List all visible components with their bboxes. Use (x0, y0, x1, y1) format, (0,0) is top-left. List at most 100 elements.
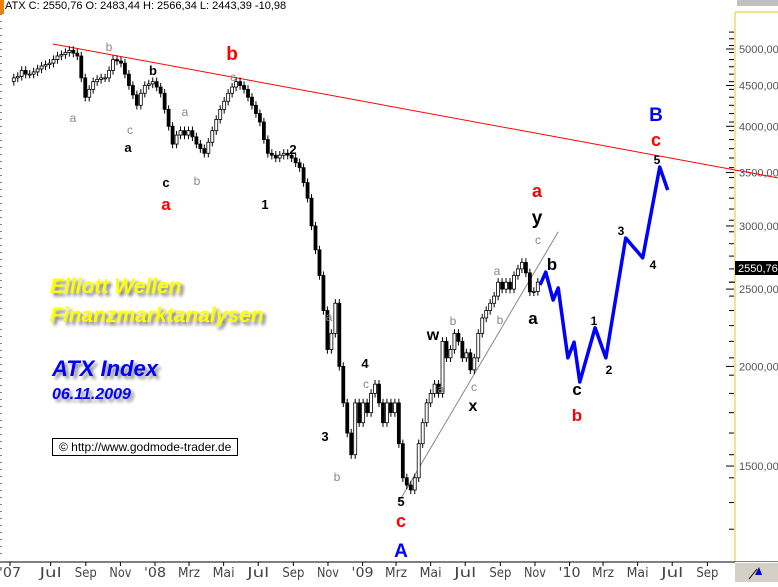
candle-body (15, 75, 20, 79)
wave-label: c (363, 377, 369, 391)
candle-body (150, 81, 155, 85)
time-tick-label: Mrz (385, 566, 407, 581)
candle (190, 126, 195, 142)
candle (448, 345, 453, 363)
candle-body (261, 121, 266, 140)
candle-body (293, 157, 298, 164)
candle-body (309, 197, 314, 227)
candle-body (452, 332, 457, 350)
candle-body (47, 62, 52, 65)
candle-body (508, 281, 512, 290)
time-tick-label: Jul (660, 566, 683, 581)
candle (333, 299, 338, 338)
candle-body (182, 130, 187, 136)
candle (361, 398, 366, 427)
candle (19, 66, 24, 81)
candle (325, 306, 330, 354)
candle-body (51, 59, 56, 64)
last-price-box (735, 261, 778, 275)
candle-body (297, 162, 302, 169)
candle (436, 380, 441, 398)
candle-body (412, 477, 417, 491)
scroll-box[interactable] (737, 0, 778, 6)
candle-body (234, 81, 238, 88)
candle (202, 144, 207, 158)
wave-label: a (532, 181, 543, 201)
candle-body (238, 81, 242, 86)
price-tick-label: 3000,00 (739, 221, 778, 233)
candle-body (512, 275, 516, 290)
candle-body (329, 332, 334, 350)
candle (329, 329, 334, 354)
candle-body (119, 60, 123, 64)
candle-body (527, 272, 532, 293)
draw-tool-button[interactable] (735, 562, 778, 582)
candle-body (75, 52, 80, 57)
candle-body (349, 432, 354, 456)
candle-body (448, 349, 453, 359)
candle (170, 122, 175, 149)
time-tick-label: Nov (109, 566, 131, 581)
wave-label: b (334, 470, 341, 484)
candle-body (460, 340, 465, 359)
candle (277, 151, 282, 163)
candle (504, 278, 508, 294)
wave-label: a (438, 382, 445, 396)
candle (389, 398, 393, 417)
candle (496, 278, 501, 301)
candle-body (230, 86, 235, 94)
price-tick-label: 4500,00 (739, 80, 778, 92)
candle (71, 46, 76, 58)
candle (158, 82, 163, 98)
candle (123, 59, 127, 79)
candle (305, 178, 310, 203)
candle-body (43, 64, 48, 67)
candle-body (440, 340, 445, 394)
candle (47, 59, 52, 69)
candle-body (123, 62, 127, 75)
candle (214, 115, 219, 135)
candle-body (67, 49, 72, 53)
candle (154, 77, 159, 92)
wave-label: b (149, 63, 157, 78)
wave-label: 2 (289, 142, 296, 157)
candle-body (142, 85, 147, 94)
wave-label: a (124, 140, 132, 155)
candle-body (341, 366, 346, 404)
candle-body (392, 402, 397, 414)
wave-label: 3 (618, 224, 625, 238)
gray-trendline (399, 231, 559, 501)
candle (39, 61, 44, 74)
candle-body (325, 310, 330, 350)
time-tick-label: Mrz (592, 566, 614, 581)
candle (234, 77, 238, 92)
candle (520, 258, 524, 274)
candle (500, 278, 504, 294)
candle (246, 85, 250, 102)
candle-body (27, 73, 32, 76)
wave-label: b (572, 406, 582, 425)
candle-body (472, 357, 477, 371)
price-tick-label: 2500,00 (739, 284, 778, 296)
candle-body (206, 141, 211, 154)
candle-body (59, 54, 64, 57)
candle-body (369, 393, 373, 414)
candle (476, 329, 481, 363)
candle-body (194, 136, 199, 145)
candle (27, 70, 32, 79)
candle-body (87, 88, 92, 98)
candle-body (55, 55, 60, 60)
candle-body (365, 402, 370, 414)
candle-body (523, 262, 528, 274)
candle-body (83, 77, 88, 98)
wave-label: c (127, 123, 133, 137)
wave-label: c (572, 380, 581, 399)
candle (321, 271, 326, 315)
candle-body (377, 383, 381, 404)
candle (281, 149, 286, 160)
candle-body (520, 262, 524, 270)
title-line-1: Elliott Wellen (50, 275, 182, 298)
candle (432, 380, 437, 398)
candle (265, 135, 270, 158)
wave-label: c (535, 233, 541, 247)
